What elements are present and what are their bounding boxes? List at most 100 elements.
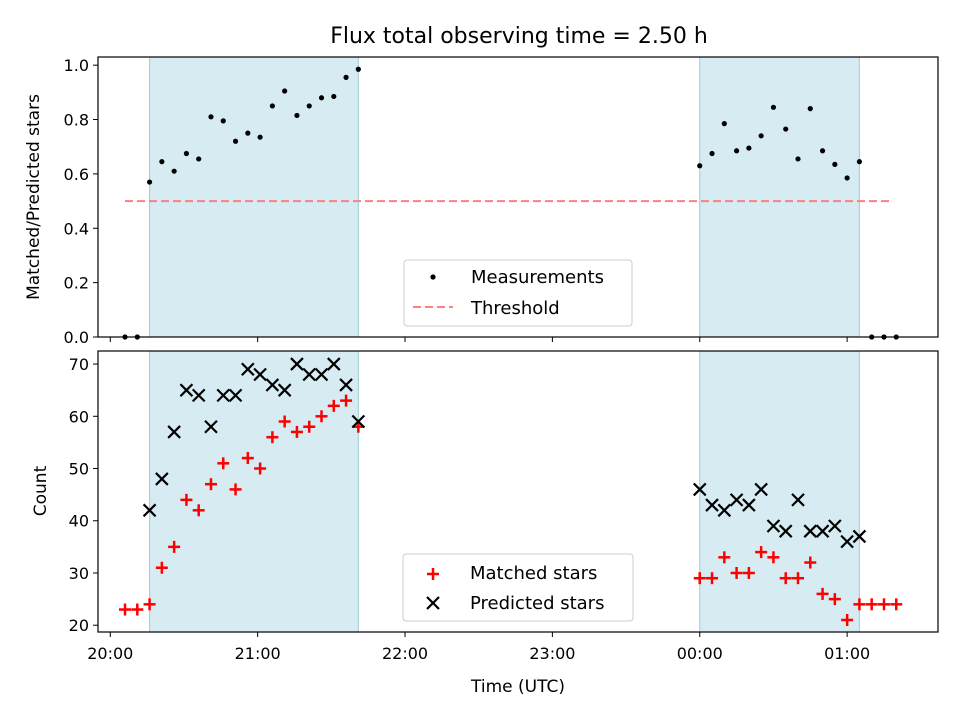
matched-star-point: [131, 603, 144, 616]
y-tick-label: 0.6: [64, 165, 89, 184]
matched-star-point: [143, 598, 156, 611]
top-observing-windows: [149, 56, 860, 338]
measurement-point: [733, 148, 740, 154]
bottom-x-axis-label: Time (UTC): [470, 677, 565, 697]
predicted-star-point: [828, 519, 842, 533]
y-tick-label: 60: [69, 407, 89, 426]
matched-star-point: [180, 493, 193, 506]
top-x-ticks: [109, 337, 848, 342]
predicted-star-point: [351, 414, 366, 429]
measurement-point: [819, 148, 826, 154]
matched-star-point: [119, 603, 132, 616]
matched-star-point: [340, 394, 353, 407]
predicted-star-point: [742, 498, 756, 512]
predicted-star-point: [339, 378, 353, 392]
top-y-axis-label: Matched/Predicted stars: [24, 94, 44, 300]
predicted-star-point: [290, 357, 304, 371]
predicted-star-point: [265, 378, 280, 392]
predicted-star-point: [791, 493, 805, 507]
top-axes-frame: [97, 56, 939, 338]
bottom-observing-windows: [149, 350, 860, 633]
predicted-star-point: [277, 383, 292, 397]
bottom-legend: Matched stars Predicted stars: [402, 553, 634, 622]
measurement-point: [245, 130, 251, 136]
matched-star-point: [254, 462, 267, 475]
predicted-star-point: [302, 367, 317, 382]
legend-label-threshold: Threshold: [470, 298, 560, 319]
measurement-point: [783, 126, 789, 132]
matched-star-point: [755, 546, 768, 559]
matched-star-point: [718, 551, 731, 564]
y-tick-label: 20: [69, 616, 89, 635]
matched-star-point: [168, 540, 181, 553]
matched-star-point: [816, 587, 829, 600]
y-tick-label: 0.8: [64, 111, 89, 130]
measurement-point: [183, 150, 190, 157]
measurement-point: [159, 159, 165, 165]
predicted-star-point: [815, 524, 830, 538]
predicted-star-point: [729, 493, 744, 507]
legend-label-predicted: Predicted stars: [470, 593, 604, 614]
measurement-point: [355, 66, 361, 72]
measurement-point: [294, 112, 300, 119]
matched-star-point: [241, 452, 254, 465]
matched-star-point: [890, 598, 903, 611]
measurement-point: [331, 93, 337, 100]
matched-star-point: [853, 598, 866, 611]
predicted-star-point: [241, 362, 255, 377]
predicted-star-point: [852, 529, 867, 544]
bottom-matched-points: [119, 394, 903, 626]
measurement-point: [208, 114, 214, 120]
x-tick-label: 23:00: [529, 644, 575, 663]
predicted-star-point: [717, 503, 732, 518]
measurement-point: [282, 88, 288, 94]
measurement-point: [832, 161, 838, 167]
measurement-point: [746, 145, 752, 151]
legend-marker-matched: [427, 568, 439, 580]
predicted-star-point: [314, 367, 329, 382]
measurement-point: [269, 103, 275, 109]
matched-star-point: [327, 399, 340, 412]
matched-star-point: [767, 551, 780, 564]
matched-star-point: [290, 425, 303, 438]
legend-marker-predicted: [426, 596, 440, 610]
x-tick-label: 01:00: [824, 644, 870, 663]
measurement-point: [220, 118, 226, 124]
predicted-star-point: [803, 524, 818, 538]
y-tick-label: 0.2: [64, 274, 89, 293]
matched-star-point: [192, 504, 205, 517]
matched-star-point: [865, 598, 878, 611]
top-y-ticks: 0.0 0.2 0.4 0.6 0.8 1.0: [64, 56, 98, 347]
matched-star-point: [315, 410, 328, 423]
measurement-point: [318, 95, 325, 101]
measurement-point: [795, 156, 801, 162]
measurement-point: [856, 159, 863, 165]
matched-star-point: [693, 572, 706, 585]
bottom-x-ticks: 20:00 21:00 22:00 23:00 00:00 01:00: [87, 632, 870, 663]
predicted-star-point: [692, 482, 707, 497]
matched-star-point: [730, 566, 743, 579]
matched-star-point: [742, 566, 755, 579]
observing-window: [699, 56, 860, 338]
matched-star-point: [841, 613, 854, 626]
measurement-point: [697, 163, 703, 169]
predicted-star-point: [204, 419, 218, 434]
x-tick-label: 20:00: [87, 644, 133, 663]
predicted-star-point: [167, 425, 181, 439]
bottom-legend-box: [402, 553, 634, 622]
y-tick-label: 40: [69, 512, 89, 531]
measurement-point: [758, 133, 764, 139]
measurement-point: [709, 150, 715, 157]
measurement-point: [770, 104, 777, 110]
measurement-point: [721, 121, 727, 127]
bottom-axes-frame: [97, 350, 939, 633]
predicted-star-point: [155, 472, 169, 486]
x-tick-label: 00:00: [677, 644, 723, 663]
y-tick-label: 1.0: [64, 56, 89, 75]
chart-title: Flux total observing time = 2.50 h: [330, 24, 708, 49]
matched-star-point: [204, 478, 217, 491]
matched-star-point: [792, 572, 804, 585]
legend-marker-measurements: [430, 274, 436, 280]
y-tick-label: 70: [69, 355, 89, 374]
top-legend: Measurements Threshold: [403, 259, 633, 327]
